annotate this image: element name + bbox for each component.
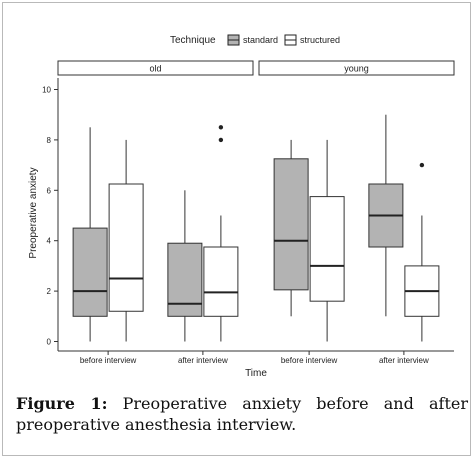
box-old-standard bbox=[72, 127, 108, 342]
y-tick-label: 2 bbox=[47, 287, 52, 296]
x-tick-label: before interview bbox=[80, 356, 137, 365]
facet-label-young: young bbox=[344, 64, 369, 74]
x-axis-ticks: before interview after interview before in… bbox=[80, 351, 429, 365]
box-young-standard bbox=[368, 114, 404, 317]
panel-old bbox=[72, 125, 239, 342]
box-body bbox=[203, 246, 239, 317]
legend-label-structured: structured bbox=[300, 35, 340, 45]
box-body bbox=[273, 158, 309, 291]
box-old-structured bbox=[203, 125, 239, 342]
x-tick-label: after interview bbox=[379, 356, 429, 365]
y-tick-label: 0 bbox=[47, 338, 52, 347]
box-young-standard bbox=[273, 139, 309, 317]
figure-frame: Technique standard structured old young … bbox=[2, 2, 471, 456]
outlier-point bbox=[419, 162, 425, 168]
y-tick-label: 4 bbox=[47, 237, 52, 246]
legend-label-standard: standard bbox=[243, 35, 278, 45]
box-body bbox=[167, 242, 203, 317]
panel-young bbox=[273, 114, 440, 342]
box-young-structured bbox=[404, 162, 440, 342]
x-tick-label: after interview bbox=[178, 356, 228, 365]
box-young-structured bbox=[309, 139, 345, 342]
facet-label-old: old bbox=[149, 64, 161, 74]
figure-caption-label: Figure 1: bbox=[16, 394, 108, 413]
legend: Technique standard structured bbox=[170, 34, 340, 46]
x-tick-label: before interview bbox=[281, 356, 338, 365]
box-groups bbox=[72, 114, 440, 342]
box-body bbox=[72, 227, 108, 317]
y-tick-label: 6 bbox=[47, 186, 52, 195]
legend-title: Technique bbox=[170, 35, 216, 46]
y-axis-ticks: 0 2 4 6 8 10 bbox=[42, 86, 58, 347]
facet-strip-old: old bbox=[57, 60, 254, 76]
outlier-point bbox=[218, 125, 224, 130]
y-tick-label: 10 bbox=[42, 86, 51, 95]
box-body bbox=[108, 183, 144, 312]
facet-strip-young-box bbox=[258, 60, 455, 76]
facet-strip-young: young bbox=[258, 60, 455, 76]
facet-strip-old-box bbox=[57, 60, 254, 76]
figure-caption: Figure 1: Preoperative anxiety before an… bbox=[16, 393, 468, 435]
box-old-standard bbox=[167, 190, 203, 342]
box-old-structured bbox=[108, 139, 144, 342]
outlier-point bbox=[218, 137, 224, 143]
y-tick-label: 8 bbox=[47, 136, 52, 145]
boxplot-chart: Technique standard structured old young … bbox=[28, 34, 455, 379]
y-axis-title: Preoperative anxiety bbox=[28, 167, 39, 258]
figure-caption-text: Preoperative anxiety before and after pr… bbox=[16, 394, 468, 434]
box-body bbox=[309, 196, 345, 302]
x-axis-title: Time bbox=[245, 368, 267, 379]
